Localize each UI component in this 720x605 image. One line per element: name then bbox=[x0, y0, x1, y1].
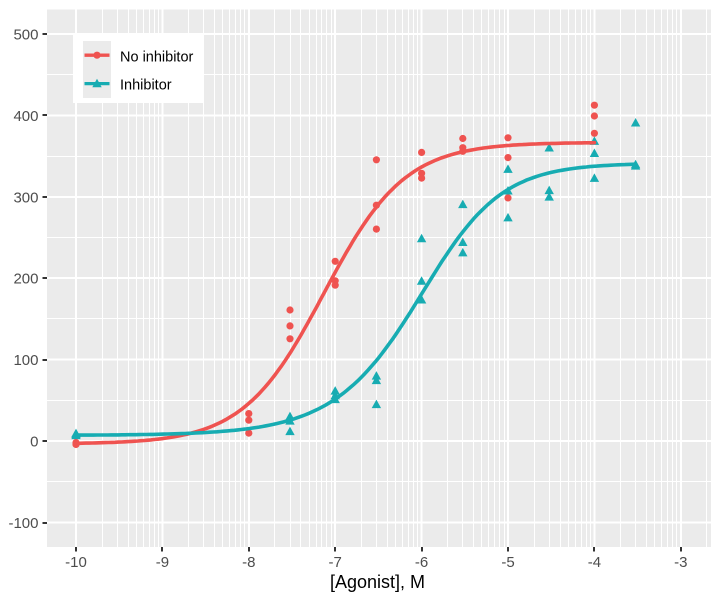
svg-text:300: 300 bbox=[13, 189, 38, 206]
svg-text:-8: -8 bbox=[242, 554, 255, 571]
svg-text:-5: -5 bbox=[501, 554, 514, 571]
svg-text:-6: -6 bbox=[415, 554, 428, 571]
svg-text:Inhibitor: Inhibitor bbox=[120, 78, 172, 94]
svg-text:-9: -9 bbox=[156, 554, 169, 571]
svg-text:-3: -3 bbox=[674, 554, 687, 571]
svg-text:100: 100 bbox=[13, 352, 38, 369]
svg-text:No inhibitor: No inhibitor bbox=[120, 49, 194, 65]
svg-text:-4: -4 bbox=[588, 554, 601, 571]
svg-text:200: 200 bbox=[13, 271, 38, 288]
svg-text:500: 500 bbox=[13, 26, 38, 43]
svg-text:400: 400 bbox=[13, 108, 38, 125]
svg-text:-7: -7 bbox=[329, 554, 342, 571]
svg-text:-100: -100 bbox=[8, 515, 38, 532]
svg-text:0: 0 bbox=[30, 434, 38, 451]
svg-text:[Agonist], M: [Agonist], M bbox=[330, 572, 425, 592]
svg-text:-10: -10 bbox=[65, 554, 87, 571]
